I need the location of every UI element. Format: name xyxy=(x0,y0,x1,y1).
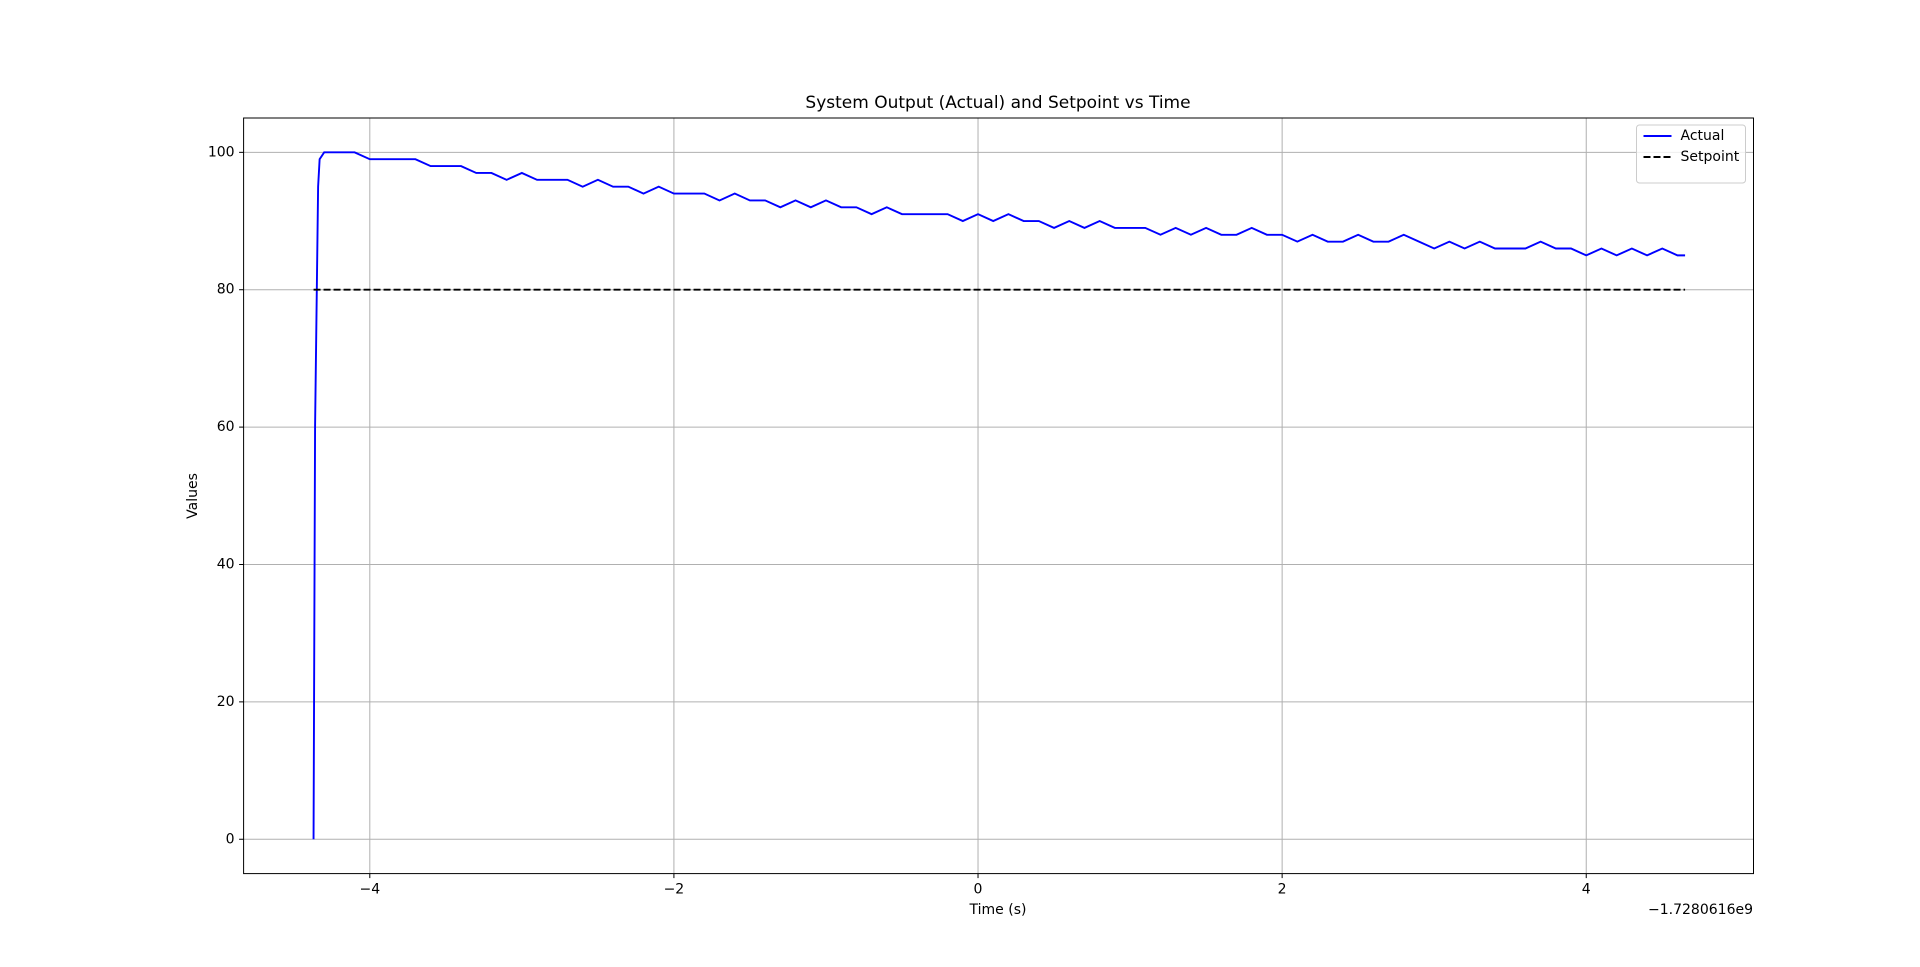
y-tick-label: 20 xyxy=(217,694,235,710)
y-tick-label: 40 xyxy=(217,556,235,572)
legend-box xyxy=(1636,124,1746,184)
x-offset-label: −1.7280616e9 xyxy=(1648,902,1753,918)
x-tick-label: 2 xyxy=(1278,882,1287,898)
y-axis-label: Values xyxy=(185,473,201,519)
y-tick-label: 80 xyxy=(217,282,235,298)
x-tick-label: 0 xyxy=(974,882,983,898)
legend-label: Setpoint xyxy=(1681,149,1740,165)
x-tick-label: 4 xyxy=(1582,882,1591,898)
x-tick-label: −4 xyxy=(359,882,380,898)
x-tick-label: −2 xyxy=(664,882,685,898)
y-tick-label: 100 xyxy=(208,144,235,160)
chart-title: System Output (Actual) and Setpoint vs T… xyxy=(805,93,1190,113)
plot-frame xyxy=(243,117,1755,875)
legend-label: Actual xyxy=(1681,128,1725,144)
y-tick-label: 60 xyxy=(217,419,235,435)
x-axis-label: Time (s) xyxy=(969,902,1027,918)
data-line xyxy=(312,151,1686,840)
y-tick-label: 0 xyxy=(226,831,235,847)
